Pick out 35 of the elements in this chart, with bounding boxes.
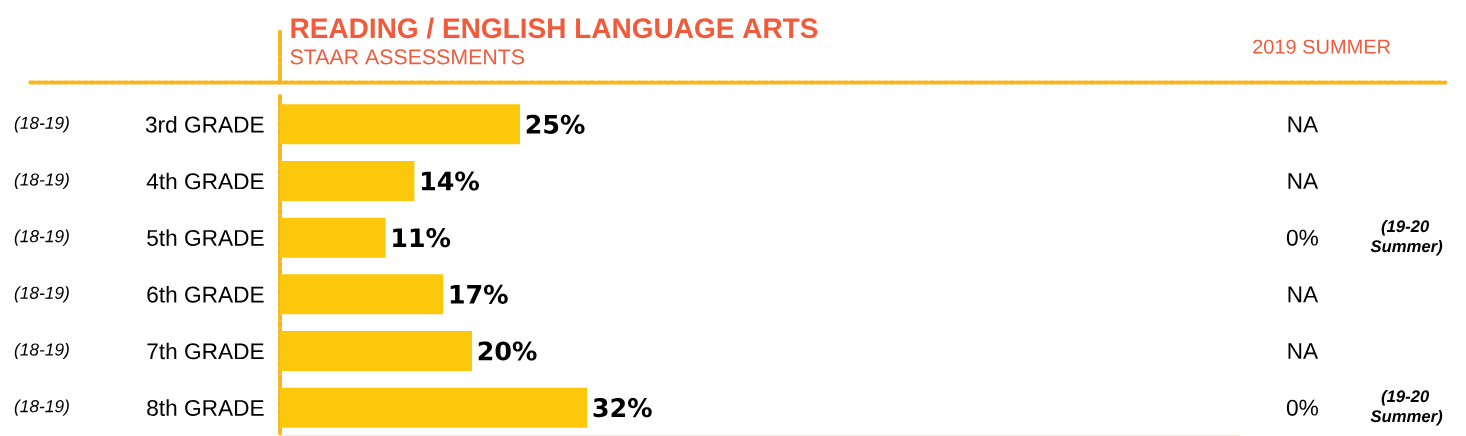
data-label: 17% — [450, 284, 508, 304]
bar — [280, 161, 415, 202]
data-label: 14% — [421, 171, 479, 191]
chart-subtitle: STAAR ASSESSMENTS — [290, 49, 525, 65]
text: (18-19) — [14, 399, 69, 416]
data-label: 25% — [526, 114, 585, 134]
text: NA — [1288, 343, 1319, 359]
bar — [280, 331, 473, 371]
chart-title: READING / ENGLISH LANGUAGE ARTS — [291, 17, 818, 39]
text: (19-20 Summer) — [1370, 219, 1443, 256]
bar — [280, 387, 588, 428]
bar — [280, 104, 521, 145]
bar — [280, 274, 444, 315]
text: (18-19) — [14, 229, 69, 246]
text: NA — [1288, 173, 1319, 189]
text: (18-19) — [14, 286, 69, 303]
data-label: 32% — [593, 398, 652, 418]
y-tick-label: 7th GRADE — [147, 342, 264, 360]
text: NA — [1288, 116, 1319, 133]
y-tick-label: 4th GRADE — [146, 172, 264, 190]
y-tick-label: 8th GRADE — [147, 399, 264, 416]
bar — [280, 217, 386, 258]
text: (18-19) — [14, 342, 69, 360]
text: 0% — [1286, 399, 1318, 416]
text: (18-19) — [14, 172, 69, 190]
text: (19-20 Summer) — [1370, 389, 1443, 426]
y-tick-label: 3rd GRADE — [145, 116, 264, 133]
y-tick-label: 5th GRADE — [147, 229, 264, 247]
text: NA — [1288, 286, 1319, 303]
text: (18-19) — [14, 116, 69, 133]
y-tick-label: 6th GRADE — [147, 286, 264, 303]
data-label: 20% — [478, 341, 537, 361]
text: 2019 SUMMER — [1253, 39, 1391, 54]
text: 0% — [1286, 229, 1318, 246]
data-label: 11% — [393, 228, 451, 248]
